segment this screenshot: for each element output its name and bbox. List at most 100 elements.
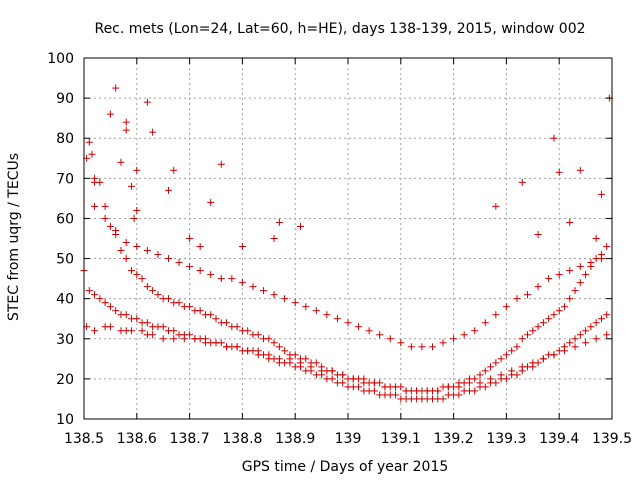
data-point [133, 166, 141, 174]
data-point [455, 391, 463, 399]
data-point [513, 343, 521, 351]
data-point [592, 335, 600, 343]
y-tick-label: 20 [56, 372, 74, 388]
data-point [418, 343, 426, 351]
data-point [471, 387, 479, 395]
data-point [481, 367, 489, 375]
x-tick-labels: 138.5 138.6 138.7 138.8 138.9 139 139.1 139.2 13… [64, 431, 632, 447]
data-point [566, 267, 574, 275]
data-point [587, 323, 595, 331]
data-point [582, 327, 590, 335]
data-point [365, 327, 373, 335]
data-point [428, 343, 436, 351]
data-point [360, 379, 368, 387]
data-point [534, 283, 542, 291]
data-point [130, 214, 138, 222]
data-point [339, 379, 347, 387]
data-point [439, 395, 447, 403]
data-point [497, 371, 505, 379]
data-point [328, 375, 336, 383]
x-tick-label: 139.2 [434, 431, 474, 447]
y-tick-label: 40 [56, 292, 74, 308]
data-point [122, 126, 130, 134]
data-point [101, 214, 109, 222]
x-tick-label: 139.1 [381, 431, 421, 447]
data-point [555, 168, 563, 176]
data-point [186, 263, 194, 271]
data-point [281, 347, 289, 355]
data-point [217, 275, 225, 283]
data-point [312, 307, 320, 315]
data-point [539, 319, 547, 327]
data-point [275, 218, 283, 226]
data-point [91, 202, 99, 210]
data-point [286, 355, 294, 363]
data-point [112, 84, 120, 92]
data-point [296, 222, 304, 230]
data-point [91, 178, 99, 186]
data-point [112, 230, 120, 238]
data-point [597, 190, 605, 198]
data-point [355, 323, 363, 331]
data-point [307, 363, 315, 371]
data-point [560, 347, 568, 355]
data-point [555, 271, 563, 279]
data-point [128, 182, 136, 190]
data-point [175, 259, 183, 267]
data-point [386, 335, 394, 343]
data-point [270, 235, 278, 242]
data-point [434, 387, 442, 395]
data-point [465, 379, 473, 387]
y-tick-label: 100 [47, 51, 74, 67]
data-point [302, 303, 310, 311]
data-point [529, 327, 537, 335]
data-point [207, 271, 215, 279]
y-tick-label: 30 [56, 332, 74, 348]
data-point [164, 255, 172, 263]
data-point [560, 303, 568, 311]
y-tick-label: 70 [56, 171, 74, 187]
data-point [133, 271, 141, 279]
data-point [518, 178, 526, 186]
data-point [413, 387, 421, 395]
data-point [106, 222, 114, 230]
data-point [555, 307, 563, 315]
data-point [175, 299, 183, 307]
data-point [186, 331, 194, 339]
data-point [101, 299, 109, 307]
data-point [244, 347, 252, 355]
data-point [513, 371, 521, 379]
data-point [228, 275, 236, 283]
data-point [323, 311, 331, 319]
data-point [233, 343, 241, 351]
data-point [439, 339, 447, 347]
data-point [207, 198, 215, 206]
data-point [571, 335, 579, 343]
data-point [217, 160, 225, 168]
data-point [249, 283, 257, 291]
data-point [502, 375, 510, 383]
data-point [576, 166, 584, 174]
data-point [529, 359, 537, 367]
data-point [265, 335, 273, 343]
data-point [603, 331, 611, 339]
data-point [582, 271, 590, 279]
data-point [381, 383, 389, 391]
data-point [355, 383, 363, 391]
data-point [349, 375, 357, 383]
data-point [143, 319, 151, 327]
x-tick-label: 138.5 [64, 431, 104, 447]
data-point [154, 251, 162, 259]
data-point [254, 347, 262, 355]
data-point [534, 323, 542, 331]
data-point [576, 279, 584, 287]
y-tick-label: 80 [56, 131, 74, 147]
grid [84, 58, 612, 419]
data-point [566, 218, 574, 226]
data-point [587, 259, 595, 267]
y-tick-labels: 10 20 30 40 50 60 70 80 90 100 [47, 51, 74, 428]
data-point [138, 327, 146, 335]
data-point [592, 319, 600, 327]
data-point [180, 335, 188, 343]
data-point [201, 339, 209, 347]
